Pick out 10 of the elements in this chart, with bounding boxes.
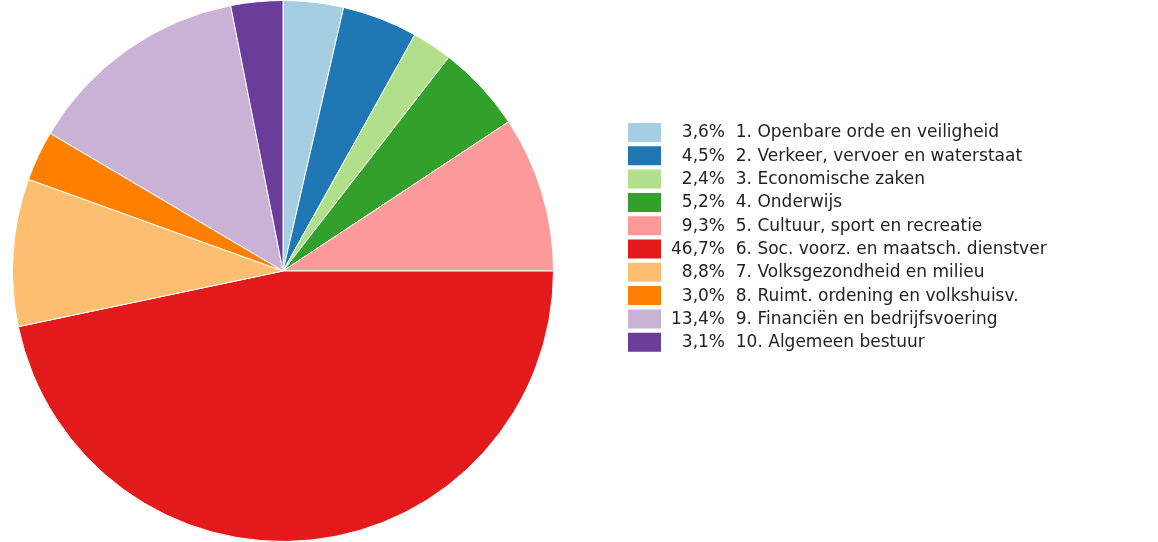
legend-label: 4,5% 2. Verkeer, vervoer en waterstaat (681, 144, 1023, 165)
legend-label: 3,0% 8. Ruimt. ordening en volkshuisv. (681, 284, 1019, 305)
legend-label: 2,4% 3. Economische zaken (681, 168, 926, 189)
legend-label: 3,1% 10. Algemeen bestuur (681, 331, 925, 352)
legend-label: 13,4% 9. Financiën en bedrijfsvoering (671, 307, 998, 328)
legend-label: 9,3% 5. Cultuur, sport en recreatie (681, 214, 983, 235)
legend-label: 5,2% 4. Onderwijs (681, 191, 843, 212)
legend-label: 8,8% 7. Volksgezondheid en milieu (681, 261, 985, 282)
legend-label: 3,6% 1. Openbare orde en veiligheid (681, 121, 1000, 142)
legend-label: 46,7% 6. Soc. voorz. en maatsch. dienstver (671, 237, 1047, 258)
